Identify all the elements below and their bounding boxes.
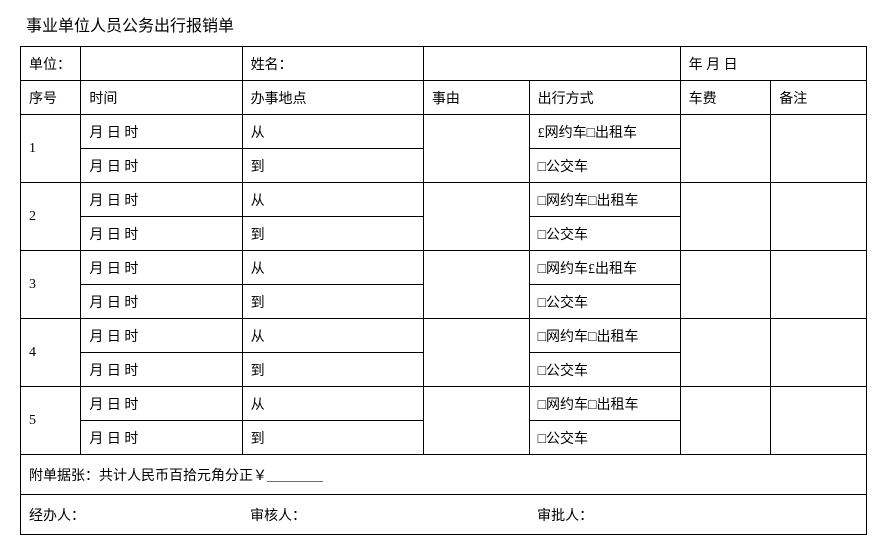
loc-from-cell: 从 bbox=[242, 319, 423, 353]
col-seq: 序号 bbox=[21, 81, 81, 115]
time-cell: 月 日 时 bbox=[81, 285, 242, 319]
time-cell: 月 日 时 bbox=[81, 319, 242, 353]
mode-cell: □公交车 bbox=[529, 149, 680, 183]
reason-cell bbox=[423, 319, 529, 387]
time-cell: 月 日 时 bbox=[81, 115, 242, 149]
note-cell bbox=[771, 319, 867, 387]
col-note: 备注 bbox=[771, 81, 867, 115]
fee-cell bbox=[680, 387, 771, 455]
time-cell: 月 日 时 bbox=[81, 183, 242, 217]
col-time: 时间 bbox=[81, 81, 242, 115]
mode-cell: □公交车 bbox=[529, 421, 680, 455]
loc-from-cell: 从 bbox=[242, 387, 423, 421]
col-location: 办事地点 bbox=[242, 81, 423, 115]
table-row: 1 月 日 时 从 £网约车□出租车 bbox=[21, 115, 867, 149]
loc-to-cell: 到 bbox=[242, 353, 423, 387]
mode-cell: □网约车□出租车 bbox=[529, 319, 680, 353]
time-cell: 月 日 时 bbox=[81, 421, 242, 455]
fee-cell bbox=[680, 183, 771, 251]
loc-to-cell: 到 bbox=[242, 421, 423, 455]
page-title: 事业单位人员公务出行报销单 bbox=[26, 12, 867, 36]
mode-cell: □公交车 bbox=[529, 285, 680, 319]
col-reason: 事由 bbox=[423, 81, 529, 115]
mode-cell: £网约车□出租车 bbox=[529, 115, 680, 149]
note-cell bbox=[771, 115, 867, 183]
loc-to-cell: 到 bbox=[242, 217, 423, 251]
time-cell: 月 日 时 bbox=[81, 217, 242, 251]
seq-cell: 1 bbox=[21, 115, 81, 183]
loc-from-cell: 从 bbox=[242, 251, 423, 285]
fee-cell bbox=[680, 115, 771, 183]
fee-cell bbox=[680, 319, 771, 387]
seq-cell: 2 bbox=[21, 183, 81, 251]
col-mode: 出行方式 bbox=[529, 81, 680, 115]
table-row: 5 月 日 时 从 □网约车□出租车 bbox=[21, 387, 867, 421]
seq-cell: 3 bbox=[21, 251, 81, 319]
unit-label: 单位： bbox=[21, 47, 81, 81]
seq-cell: 4 bbox=[21, 319, 81, 387]
fee-cell bbox=[680, 251, 771, 319]
signatures-row: 经办人： 审核人： 审批人： bbox=[21, 495, 867, 535]
mode-cell: □网约车□出租车 bbox=[529, 183, 680, 217]
name-value bbox=[423, 47, 680, 81]
attachments-text: 附单据张：共计人民币百拾元角分正￥＿＿＿＿ bbox=[21, 455, 867, 495]
note-cell bbox=[771, 387, 867, 455]
table-row: 2 月 日 时 从 □网约车□出租车 bbox=[21, 183, 867, 217]
seq-cell: 5 bbox=[21, 387, 81, 455]
loc-to-cell: 到 bbox=[242, 149, 423, 183]
time-cell: 月 日 时 bbox=[81, 251, 242, 285]
info-row: 单位： 姓名： 年 月 日 bbox=[21, 47, 867, 81]
column-header-row: 序号 时间 办事地点 事由 出行方式 车费 备注 bbox=[21, 81, 867, 115]
handler-label: 经办人： bbox=[21, 495, 243, 535]
name-label: 姓名： bbox=[242, 47, 423, 81]
reason-cell bbox=[423, 183, 529, 251]
reimbursement-table: 单位： 姓名： 年 月 日 序号 时间 办事地点 事由 出行方式 车费 备注 1… bbox=[20, 46, 867, 535]
table-row: 3 月 日 时 从 □网约车£出租车 bbox=[21, 251, 867, 285]
time-cell: 月 日 时 bbox=[81, 353, 242, 387]
time-cell: 月 日 时 bbox=[81, 387, 242, 421]
note-cell bbox=[771, 251, 867, 319]
reason-cell bbox=[423, 387, 529, 455]
reason-cell bbox=[423, 251, 529, 319]
loc-from-cell: 从 bbox=[242, 183, 423, 217]
attachments-row: 附单据张：共计人民币百拾元角分正￥＿＿＿＿ bbox=[21, 455, 867, 495]
mode-cell: □网约车□出租车 bbox=[529, 387, 680, 421]
mode-cell: □网约车£出租车 bbox=[529, 251, 680, 285]
unit-value bbox=[81, 47, 242, 81]
reason-cell bbox=[423, 115, 529, 183]
time-cell: 月 日 时 bbox=[81, 149, 242, 183]
loc-to-cell: 到 bbox=[242, 285, 423, 319]
col-fee: 车费 bbox=[680, 81, 771, 115]
approver-label: 审批人： bbox=[529, 495, 866, 535]
loc-from-cell: 从 bbox=[242, 115, 423, 149]
mode-cell: □公交车 bbox=[529, 217, 680, 251]
table-row: 4 月 日 时 从 □网约车□出租车 bbox=[21, 319, 867, 353]
mode-cell: □公交车 bbox=[529, 353, 680, 387]
reviewer-label: 审核人： bbox=[242, 495, 529, 535]
note-cell bbox=[771, 183, 867, 251]
date-text: 年 月 日 bbox=[680, 47, 866, 81]
